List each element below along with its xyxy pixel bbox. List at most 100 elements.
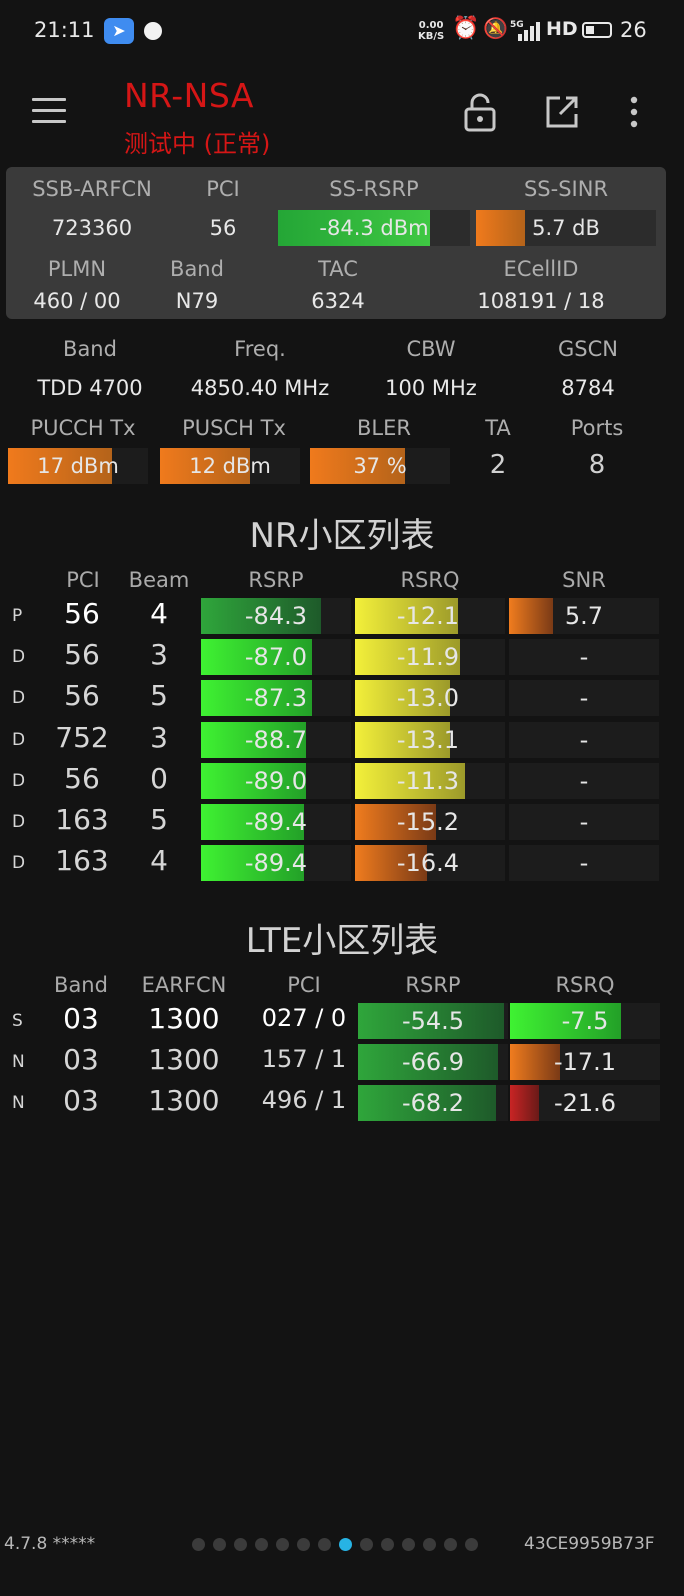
band-label: Band xyxy=(170,257,224,281)
menu-icon[interactable] xyxy=(32,98,66,124)
nr-row-rsrq-fill xyxy=(355,763,465,799)
device-id: 43CE9959B73F xyxy=(524,1534,655,1554)
pusch-value: 12 dBm xyxy=(189,454,271,478)
page-dot[interactable] xyxy=(360,1538,373,1551)
lte-row-rsrq-meter: -17.1 xyxy=(510,1044,660,1080)
net-speed: 0.00 KB/S xyxy=(418,20,444,42)
nr-row-rsrq-meter: -13.0 xyxy=(355,680,505,716)
nr-row-snr-meter: - xyxy=(509,804,659,840)
ports-label: Ports xyxy=(570,416,624,440)
alarm-icon: ⏰ xyxy=(452,16,480,41)
ports-value: 8 xyxy=(588,450,606,480)
lte-row-rsrp: -68.2 xyxy=(401,1089,465,1117)
bler-label: BLER xyxy=(357,416,411,440)
nr-row-snr: - xyxy=(579,808,589,836)
page-dot[interactable] xyxy=(255,1538,268,1551)
nr-row-rsrp-fill xyxy=(201,804,304,840)
bler-value: 37 % xyxy=(353,454,407,478)
nr-row-pci: 56 xyxy=(64,597,100,630)
detail-band-label: Band xyxy=(63,337,117,361)
nr-list-title: NR小区列表 xyxy=(249,516,435,556)
nr-row-snr-meter: - xyxy=(509,722,659,758)
nr-row-rsrp: -87.3 xyxy=(244,684,307,712)
lte-row-pci: 157 / 1 xyxy=(261,1045,347,1073)
rsrp-meter-fill xyxy=(278,210,430,246)
lock-icon[interactable] xyxy=(462,92,498,132)
nr-row-pci: 163 xyxy=(55,844,109,877)
open-external-icon[interactable] xyxy=(544,94,580,130)
lte-row-rsrq: -21.6 xyxy=(553,1089,617,1117)
lte-header-rsrp: RSRP xyxy=(405,973,461,997)
rsrp-label: SS-RSRP xyxy=(329,177,419,201)
nr-row-snr: - xyxy=(579,726,589,754)
nr-row-rsrp-meter: -87.3 xyxy=(201,680,351,716)
page-dot[interactable] xyxy=(192,1538,205,1551)
detail-band-value: TDD 4700 xyxy=(37,376,143,400)
nr-row-snr: - xyxy=(579,684,589,712)
lte-row-earfcn: 1300 xyxy=(148,1002,220,1035)
nr-row-rsrp-fill xyxy=(201,680,312,716)
page-dot[interactable] xyxy=(318,1538,331,1551)
nr-row-rsrq: -13.1 xyxy=(396,726,459,754)
lte-row-rsrq-meter: -21.6 xyxy=(510,1085,660,1121)
page-indicator[interactable] xyxy=(192,1538,486,1552)
page-dot[interactable] xyxy=(381,1538,394,1551)
detail-cbw-value: 100 MHz xyxy=(385,376,477,400)
page-dot[interactable] xyxy=(444,1538,457,1551)
pucch-meter-fill xyxy=(8,448,112,484)
page-dot[interactable] xyxy=(423,1538,436,1551)
page-dot[interactable] xyxy=(234,1538,247,1551)
pusch-meter-fill xyxy=(160,448,250,484)
nr-row-rsrp-fill xyxy=(201,722,306,758)
lte-row-rsrp: -54.5 xyxy=(401,1007,465,1035)
nr-row-rsrp: -88.7 xyxy=(244,726,307,754)
nr-row-rsrp: -89.0 xyxy=(244,767,307,795)
nr-row-snr: - xyxy=(579,643,589,671)
nr-row-beam: 3 xyxy=(150,721,168,754)
more-vert-icon[interactable] xyxy=(622,96,646,130)
nr-row-rsrq-meter: -15.2 xyxy=(355,804,505,840)
lte-list-title: LTE小区列表 xyxy=(245,921,439,961)
page-dot[interactable] xyxy=(402,1538,415,1551)
ta-value: 2 xyxy=(489,450,507,480)
nr-row-rsrq: -11.3 xyxy=(396,767,459,795)
nr-row-pci: 56 xyxy=(64,638,100,671)
lte-row-earfcn: 1300 xyxy=(148,1084,220,1117)
nr-row-pci: 56 xyxy=(64,679,100,712)
nr-row-rsrp-fill xyxy=(201,763,306,799)
nr-row-rsrp: -84.3 xyxy=(244,602,307,630)
page-dot[interactable] xyxy=(297,1538,310,1551)
detail-freq-value: 4850.40 MHz xyxy=(190,376,330,400)
page-dot[interactable] xyxy=(213,1538,226,1551)
page-dot[interactable] xyxy=(276,1538,289,1551)
nr-row-beam: 4 xyxy=(150,597,168,630)
lte-row-pci: 496 / 1 xyxy=(261,1086,347,1114)
nr-row-tag: D xyxy=(12,771,26,791)
page-dot[interactable] xyxy=(339,1538,352,1551)
bler-meter-fill xyxy=(310,448,405,484)
sinr-label: SS-SINR xyxy=(523,177,609,201)
lte-row-rsrp: -66.9 xyxy=(401,1048,465,1076)
hd-indicator: HD xyxy=(546,18,578,40)
lte-row-rsrq-fill xyxy=(510,1044,560,1080)
nr-row-snr-fill xyxy=(509,598,553,634)
lte-row-band: 03 xyxy=(63,1084,99,1117)
tac-value: 6324 xyxy=(311,289,365,313)
detail-freq-label: Freq. xyxy=(234,337,286,361)
nr-row-rsrq-meter: -13.1 xyxy=(355,722,505,758)
status-time: 21:11 xyxy=(34,18,95,42)
nr-row-tag: D xyxy=(12,647,26,667)
nr-row-beam: 5 xyxy=(150,803,168,836)
nr-row-snr-meter: - xyxy=(509,639,659,675)
page-title: NR-NSA xyxy=(124,76,255,115)
navigation-icon: ➤ xyxy=(104,18,134,44)
ecellid-value: 108191 / 18 xyxy=(477,289,605,313)
page-dot[interactable] xyxy=(465,1538,478,1551)
lte-row-rsrp-meter: -66.9 xyxy=(358,1044,508,1080)
lte-header-earfcn: EARFCN xyxy=(141,973,227,997)
network-type: 5G xyxy=(510,20,524,30)
nr-row-beam: 0 xyxy=(150,762,168,795)
battery-icon xyxy=(582,22,612,38)
nr-row-tag: D xyxy=(12,812,26,832)
nr-row-beam: 4 xyxy=(150,844,168,877)
